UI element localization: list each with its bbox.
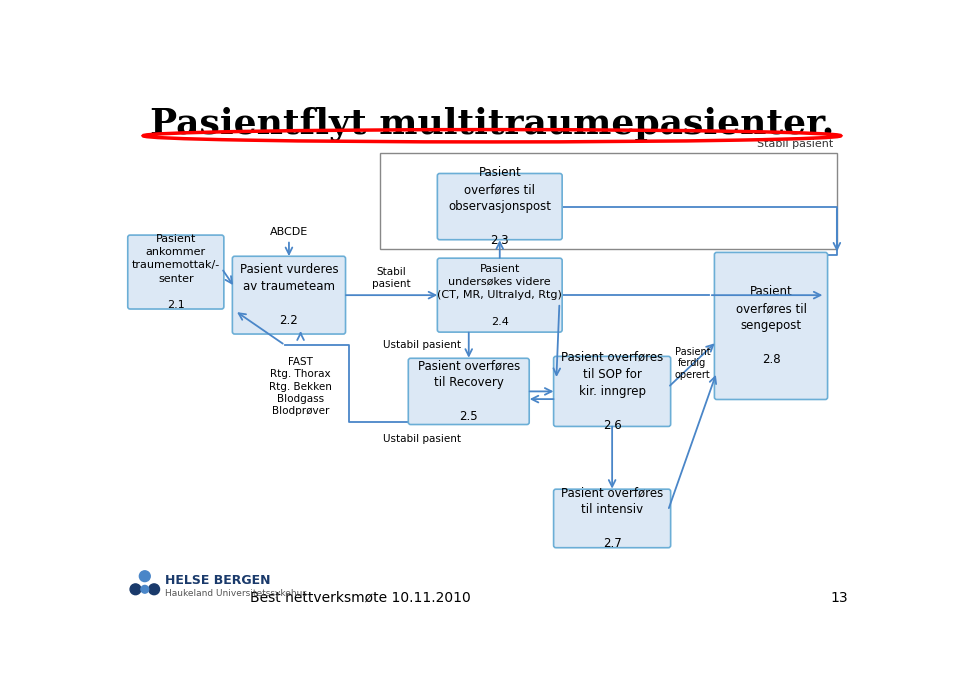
FancyBboxPatch shape (408, 359, 529, 425)
Text: Stabil
pasient: Stabil pasient (372, 268, 411, 289)
Text: Pasient vurderes
av traumeteam

2.2: Pasient vurderes av traumeteam 2.2 (240, 263, 338, 327)
Text: Pasient
overføres til
sengepost

2.8: Pasient overføres til sengepost 2.8 (735, 286, 806, 366)
Text: Pasient
overføres til
observasjonspost

2.3: Pasient overføres til observasjonspost 2… (448, 166, 551, 247)
Text: Pasient
ankommer
traumemottak/-
senter

2.1: Pasient ankommer traumemottak/- senter 2… (132, 234, 220, 310)
Circle shape (130, 584, 141, 595)
Text: Ustabil pasient: Ustabil pasient (383, 340, 461, 350)
FancyBboxPatch shape (714, 252, 828, 400)
FancyBboxPatch shape (232, 256, 346, 334)
Text: Haukeland Universitetssykehus: Haukeland Universitetssykehus (165, 589, 307, 598)
Circle shape (149, 584, 159, 595)
Text: ABCDE: ABCDE (270, 227, 308, 238)
FancyBboxPatch shape (438, 258, 563, 332)
Text: HELSE BERGEN: HELSE BERGEN (165, 573, 271, 587)
FancyBboxPatch shape (554, 357, 671, 427)
FancyBboxPatch shape (438, 174, 563, 240)
FancyBboxPatch shape (128, 235, 224, 309)
Text: 13: 13 (830, 591, 849, 605)
FancyBboxPatch shape (554, 489, 671, 548)
Text: Ustabil pasient: Ustabil pasient (383, 434, 461, 443)
Text: Pasient overføres
til Recovery

2.5: Pasient overføres til Recovery 2.5 (418, 359, 520, 423)
Text: Pasientflyt multitraumepasienter.: Pasientflyt multitraumepasienter. (150, 106, 834, 141)
Text: FAST
Rtg. Thorax
Rtg. Bekken
Blodgass
Blodprøver: FAST Rtg. Thorax Rtg. Bekken Blodgass Bl… (269, 357, 332, 416)
Text: Pasient
ferdig
operert: Pasient ferdig operert (675, 347, 710, 380)
Text: Stabil pasient: Stabil pasient (756, 139, 833, 149)
Text: Best nettverksmøte 10.11.2010: Best nettverksmøte 10.11.2010 (250, 591, 470, 605)
Text: Pasient
undersøkes videre
(CT, MR, Ultralyd, Rtg)

2.4: Pasient undersøkes videre (CT, MR, Ultra… (438, 263, 563, 327)
Circle shape (141, 585, 149, 593)
Text: Pasient overføres
til intensiv

2.7: Pasient overføres til intensiv 2.7 (561, 486, 663, 550)
Circle shape (139, 571, 150, 582)
Text: Pasient overføres
til SOP for
kir. inngrep

2.6: Pasient overføres til SOP for kir. inngr… (561, 351, 663, 432)
